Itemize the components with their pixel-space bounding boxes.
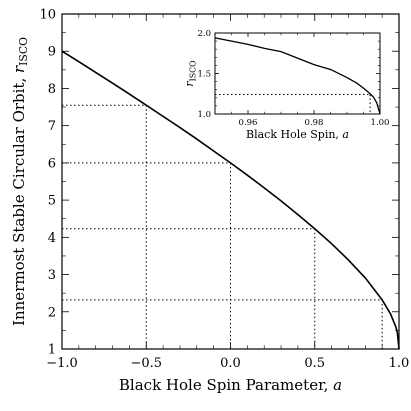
x-tick-label: −1.0 xyxy=(46,356,78,371)
y-axis-label: rISCO xyxy=(183,60,197,87)
x-axis-label: Black Hole Spin, a xyxy=(246,128,349,141)
x-tick-label: 0.98 xyxy=(305,118,324,128)
y-tick-label: 6 xyxy=(48,156,56,171)
x-tick-label: 0.96 xyxy=(239,118,258,128)
inset-background xyxy=(215,33,380,114)
x-tick-label: 0.5 xyxy=(304,356,325,371)
y-tick-label: 1.5 xyxy=(197,70,211,80)
series-line xyxy=(214,37,381,115)
y-tick-label: 8 xyxy=(48,82,56,97)
y-tick-label: 1 xyxy=(48,343,56,358)
y-tick-label: 1.0 xyxy=(197,110,211,120)
x-tick-label: 0.0 xyxy=(220,356,241,371)
series-line xyxy=(61,50,400,350)
y-tick-label: 5 xyxy=(48,194,56,209)
y-tick-label: 10 xyxy=(39,8,56,23)
x-tick-label: 1.0 xyxy=(389,356,410,371)
y-tick-label: 2 xyxy=(48,305,56,320)
inset-plot: 0.96 0.98 1.00 1.0 1.5 2.0 Black Hole Spin, a r… xyxy=(183,29,389,141)
main-plot: −1.0 −0.5 0.0 0.5 1.0 1 2 3 4 5 6 7 8 9 10 Black Hole S… xyxy=(10,8,409,395)
y-tick-label: 9 xyxy=(48,45,56,60)
y-tick-label: 4 xyxy=(48,231,56,246)
y-tick-label: 3 xyxy=(48,268,56,283)
y-tick-label: 2.0 xyxy=(197,29,211,39)
x-tick-label: −0.5 xyxy=(130,356,162,371)
y-axis-label: Innermost Stable Circular Orbit, rISCO xyxy=(10,37,30,326)
x-tick-label: 1.00 xyxy=(371,118,390,128)
y-tick-label: 7 xyxy=(48,119,56,134)
x-axis-label: Black Hole Spin Parameter, a xyxy=(119,376,342,394)
